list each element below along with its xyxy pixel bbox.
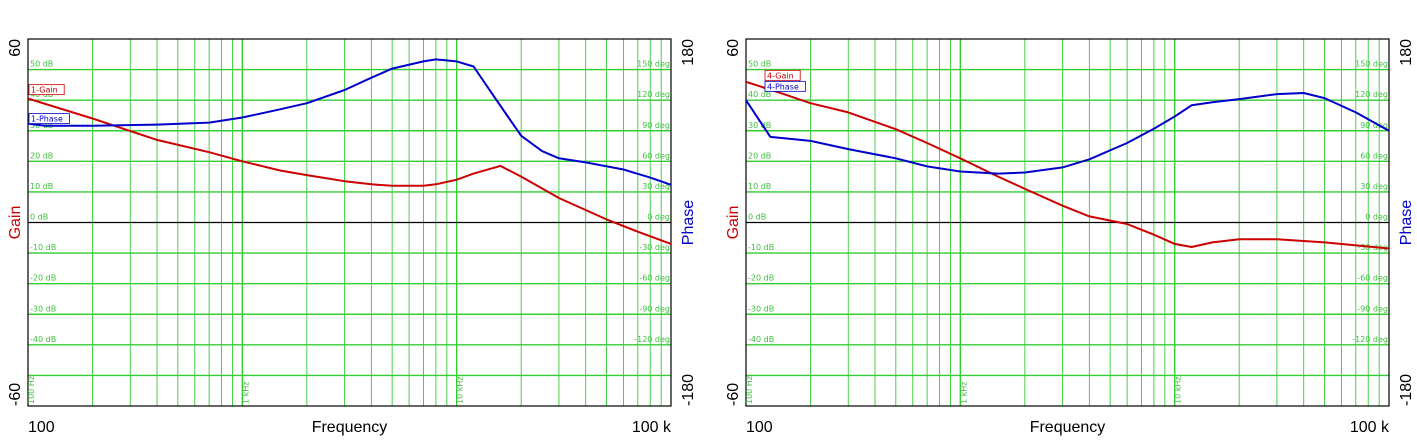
phase-grid-label: -30 deg: [639, 243, 670, 252]
legend-tag-box: [28, 113, 70, 125]
phase-grid-label: -90 deg: [639, 304, 670, 313]
decade-label: 100 Hz: [27, 376, 36, 404]
gain-grid-label: -30 dB: [748, 304, 774, 313]
phase-axis-max-label: 180: [680, 39, 697, 66]
phase-grid-label: 60 deg: [642, 151, 670, 160]
decade-label: 10 kHz: [1174, 376, 1183, 404]
gain-grid-label: -40 dB: [748, 335, 774, 344]
gain-grid-label: 0 dB: [30, 213, 48, 222]
phase-axis-min-label: -180: [1398, 374, 1415, 406]
x-axis-min-label: 100: [28, 419, 55, 436]
gain-curve: [27, 97, 672, 245]
x-axis-title: Frequency: [1030, 419, 1106, 436]
phase-grid-label: -120 deg: [1352, 335, 1388, 344]
gain-grid-label: -30 dB: [30, 304, 56, 313]
legend-tag-label: 4-Gain: [767, 71, 794, 80]
gain-grid-label: 50 dB: [30, 60, 53, 69]
phase-grid-label: 120 deg: [637, 90, 670, 99]
phase-grid-label: 120 deg: [1355, 90, 1388, 99]
phase-grid-label: 150 deg: [1355, 60, 1388, 69]
plot-frame: [27, 38, 672, 407]
decade-label: 10 kHz: [456, 376, 465, 404]
phase-grid-label: 0 deg: [1365, 213, 1388, 222]
legend-tag-label: 1-Gain: [31, 86, 58, 95]
gain-grid-label: -40 dB: [30, 335, 56, 344]
phase-grid-label: 60 deg: [1360, 151, 1388, 160]
phase-axis-title: Phase: [1398, 200, 1415, 245]
phase-axis-max-label: 180: [1398, 39, 1415, 66]
gain-grid-label: -20 dB: [748, 274, 774, 283]
phase-axis-min-label: -180: [680, 374, 697, 406]
gain-axis-max-label: 60: [725, 39, 742, 57]
gain-grid-label: 40 dB: [748, 90, 771, 99]
phase-grid-label: 30 deg: [642, 182, 670, 191]
gain-grid-label: 30 dB: [748, 121, 771, 130]
gain-grid-label: -10 dB: [748, 243, 774, 252]
phase-grid-label: -120 deg: [634, 335, 670, 344]
gain-grid-label: 20 dB: [30, 151, 53, 160]
gain-grid-label: 10 dB: [748, 182, 771, 191]
gain-grid-label: 0 dB: [748, 213, 766, 222]
phase-grid-label: 90 deg: [1360, 121, 1388, 130]
legend-tag-box: [764, 69, 801, 81]
x-axis-min-label: 100: [746, 419, 773, 436]
phase-grid-label: 90 deg: [642, 121, 670, 130]
phase-grid-label: 30 deg: [1360, 182, 1388, 191]
gain-axis-min-label: -60: [725, 383, 742, 406]
decade-label: 100 Hz: [745, 376, 754, 404]
gain-grid-label: -10 dB: [30, 243, 56, 252]
gain-grid-label: -20 dB: [30, 274, 56, 283]
gain-grid-label: 10 dB: [30, 182, 53, 191]
plot-frame: [745, 38, 1390, 407]
gain-axis-title: Gain: [725, 206, 742, 240]
gain-axis-title: Gain: [7, 206, 24, 240]
phase-grid-label: 0 deg: [647, 213, 670, 222]
legend-tag-box: [28, 84, 65, 96]
legend-tag-box: [764, 80, 806, 92]
phase-curve: [27, 58, 672, 186]
gain-curve: [745, 80, 1390, 250]
phase-curve: [745, 92, 1390, 175]
phase-grid-label: -60 deg: [1357, 274, 1388, 283]
phase-grid-label: 150 deg: [637, 60, 670, 69]
decade-label: 1 kHz: [241, 382, 250, 404]
phase-axis-title: Phase: [680, 200, 697, 245]
phase-grid-label: -60 deg: [639, 274, 670, 283]
gain-grid-label: 20 dB: [748, 151, 771, 160]
legend-tag-label: 1-Phase: [31, 115, 63, 124]
x-axis-title: Frequency: [312, 419, 388, 436]
gain-grid-label: 50 dB: [748, 60, 771, 69]
legend-tag-label: 4-Phase: [767, 82, 799, 91]
x-axis-max-label: 100 k: [632, 419, 672, 436]
decade-label: 1 kHz: [959, 382, 968, 404]
gain-axis-min-label: -60: [7, 383, 24, 406]
x-axis-max-label: 100 k: [1350, 419, 1390, 436]
phase-grid-label: -90 deg: [1357, 304, 1388, 313]
gain-axis-max-label: 60: [7, 39, 24, 57]
